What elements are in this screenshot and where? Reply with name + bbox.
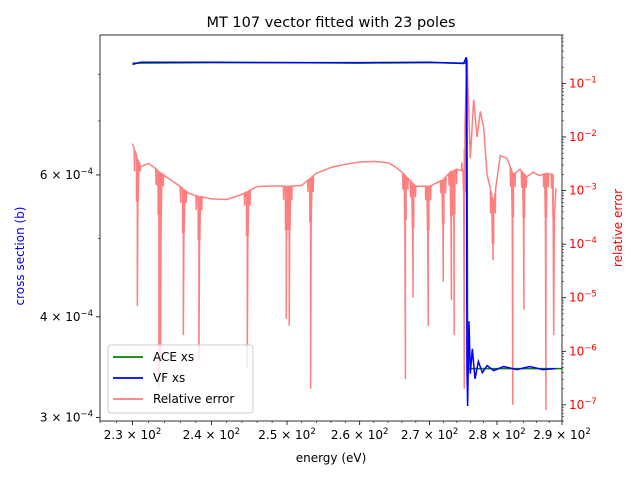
legend: ACE xs VF xs Relative error [107, 344, 254, 414]
y-right-tick-label: 10−7 [569, 397, 597, 412]
series-layer [131, 56, 562, 411]
y-right-tick-label: 10−6 [569, 343, 597, 358]
series-vf-xs-line [132, 56, 556, 407]
y-axis-right: 10−7 10−6 10−5 10−4 10−3 10−2 10−1 [562, 34, 597, 422]
y-axis-left-label: cross section (b) [13, 207, 27, 306]
y-right-tick-label: 10−4 [569, 236, 597, 251]
x-axis-label: energy (eV) [296, 451, 367, 465]
y-left-tick-label: 3 × 10−4 [40, 409, 93, 424]
y-right-tick-label: 10−5 [569, 290, 597, 305]
y-right-tick-label: 10−2 [569, 129, 597, 144]
x-tick-label: 2.3 × 102 [104, 427, 161, 442]
y-right-tick-label: 10−3 [569, 183, 597, 198]
y-axis-left: 3 × 10−4 4 × 10−4 6 × 10−4 [40, 73, 100, 424]
x-tick-label: 2.9 × 102 [533, 427, 590, 442]
y-axis-right-label: relative error [611, 189, 625, 267]
legend-box [107, 344, 254, 414]
chart-title: MT 107 vector fitted with 23 poles [206, 15, 455, 31]
x-axis: 2.3 × 102 2.4 × 102 2.5 × 102 2.6 × 102 2.7 … [99, 421, 591, 442]
legend-label: VF xs [153, 371, 185, 385]
x-tick-label: 2.6 × 102 [331, 427, 388, 442]
y-left-tick-label: 4 × 10−4 [40, 309, 93, 324]
series-relative-error-line [131, 57, 557, 411]
legend-label: ACE xs [153, 350, 194, 364]
x-tick-label: 2.4 × 102 [183, 427, 240, 442]
legend-label: Relative error [153, 392, 234, 406]
y-right-tick-label: 10−1 [569, 75, 597, 90]
y-left-tick-label: 6 × 10−4 [40, 167, 93, 182]
x-tick-label: 2.5 × 102 [258, 427, 315, 442]
x-tick-label: 2.7 × 102 [401, 427, 458, 442]
x-tick-label: 2.8 × 102 [468, 427, 525, 442]
series-ace-xs-line [132, 59, 562, 370]
